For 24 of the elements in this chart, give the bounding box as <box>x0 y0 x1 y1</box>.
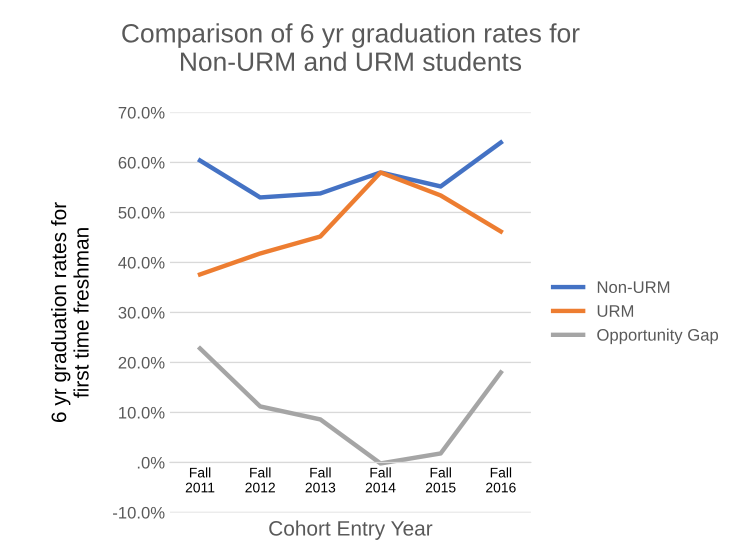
y-tick-label: .0% <box>138 456 164 469</box>
x-tick-label: Fall 2011 <box>186 467 214 492</box>
x-axis-title: Cohort Entry Year <box>269 520 432 540</box>
y-tick-label: 40.0% <box>118 256 164 269</box>
line-series <box>198 140 504 200</box>
line-series <box>198 346 504 466</box>
y-tick-label: 10.0% <box>119 406 164 419</box>
y-tick-label: 60.0% <box>118 156 164 169</box>
y-tick-label: 50.0% <box>118 206 164 219</box>
y-tick-label: 70.0% <box>118 106 164 119</box>
x-tick-label: Fall 2016 <box>486 467 516 492</box>
x-tick-label: Fall 2012 <box>245 467 275 492</box>
chart-title: Comparison of 6 yr graduation rates for Non-URM and URM students <box>122 23 580 72</box>
y-tick-label: 20.0% <box>118 356 164 369</box>
legend-label: URM <box>598 305 634 317</box>
x-tick-label: Fall 2014 <box>366 467 396 492</box>
y-tick-label: -10.0% <box>113 506 164 519</box>
x-tick-label: Fall 2013 <box>306 467 336 492</box>
x-tick-label: Fall 2015 <box>426 467 456 492</box>
legend-label: Non-URM <box>598 281 670 294</box>
y-axis-title: 6 yr graduation rates for first time freshman <box>50 202 89 422</box>
legend-label: Opportunity Gap <box>597 328 718 344</box>
y-tick-label: 30.0% <box>118 306 164 319</box>
line-series <box>198 170 504 277</box>
